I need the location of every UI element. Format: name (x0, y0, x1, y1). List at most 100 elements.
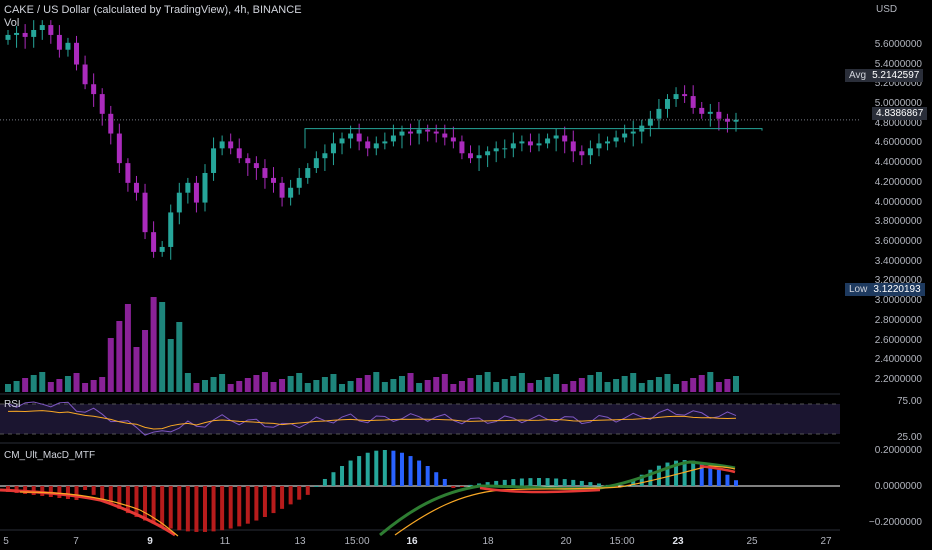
candle-body (365, 141, 371, 149)
price-tick: 3.2000000 (874, 275, 922, 287)
volume-bar (73, 373, 80, 392)
volume-bar (570, 381, 577, 392)
macd-histogram-bar (734, 480, 738, 486)
candle-body (399, 131, 405, 136)
candle-body (313, 158, 319, 169)
volume-bar (227, 384, 234, 392)
macd-tick-bottom: −0.2000000 (868, 517, 922, 528)
volume-bar (373, 372, 380, 392)
volume-bar (47, 382, 54, 392)
candle-body (65, 42, 71, 50)
candle-body (416, 129, 422, 134)
candle-body (519, 141, 525, 144)
volume-bar (364, 375, 371, 392)
macd-histogram-bar (468, 484, 473, 486)
volume-bar (236, 381, 243, 392)
low-badge: Low 3.1220193 (845, 283, 925, 296)
macd-histogram-bar (357, 456, 362, 486)
price-tick: 2.8000000 (874, 314, 922, 326)
candle-body (133, 182, 139, 193)
candle-body (707, 111, 713, 114)
price-tick: 5.6000000 (874, 38, 922, 50)
volume-bar (553, 374, 560, 392)
volume-bar (518, 373, 525, 392)
macd-histogram-bar (322, 478, 327, 486)
volume-bar (287, 376, 294, 392)
volume-bar (313, 380, 320, 392)
volume-bar (22, 378, 29, 392)
price-tick: 3.0000000 (874, 295, 922, 307)
macd-histogram-bar (91, 486, 96, 495)
macd-histogram-bar (151, 486, 156, 524)
candle-body (39, 25, 45, 30)
volume-bar (90, 380, 97, 392)
volume-bar (193, 383, 200, 392)
volume-label: Vol (4, 17, 20, 29)
volume-bar (467, 378, 474, 392)
macd-histogram-bar (254, 486, 259, 521)
candle-body (262, 168, 268, 178)
price-tick: 4.0000000 (874, 196, 922, 208)
candle-body (125, 163, 131, 183)
volume-bar (690, 378, 697, 392)
macd-histogram-bar (674, 460, 679, 486)
price-tick: 4.8000000 (874, 117, 922, 129)
macd-histogram-bar (202, 486, 207, 532)
candle-body (74, 42, 80, 65)
macd-histogram-bar (220, 486, 225, 531)
candle-body (733, 119, 739, 122)
macd-histogram-bar (297, 486, 302, 500)
volume-bar (270, 382, 277, 392)
volume-bar (347, 381, 354, 392)
candle-body (356, 133, 362, 142)
rsi-upper-tick: 75.00 (896, 396, 922, 407)
candle-body (493, 148, 499, 152)
volume-bar (621, 376, 628, 392)
candle-body (373, 143, 379, 149)
candle-body (168, 212, 174, 247)
candle-body (682, 94, 688, 97)
volume-bar (150, 297, 157, 392)
macd-histogram-bar (143, 486, 148, 521)
candle-body (245, 158, 251, 164)
macd-histogram-bar (391, 450, 396, 486)
macd-histogram-bar (614, 486, 619, 487)
volume-bar (142, 330, 149, 392)
candle-body (211, 148, 217, 173)
macd-histogram-bar (502, 479, 507, 486)
volume-bar (184, 373, 191, 392)
candle-body (579, 151, 585, 156)
volume-bar (450, 384, 457, 392)
candle-body (450, 137, 456, 142)
macd-tick-zero: 0.0000000 (874, 481, 922, 492)
macd-histogram-bar (237, 486, 242, 527)
low-value: 3.1220193 (873, 284, 921, 295)
candle-body (699, 107, 705, 114)
volume-bar (159, 302, 166, 392)
time-tick: 7 (73, 536, 79, 547)
macd-histogram-bar (485, 482, 490, 486)
candle-body (142, 192, 148, 233)
macd-histogram-bar (691, 460, 696, 486)
candle-body (485, 151, 491, 156)
candle-body (425, 129, 431, 132)
volume-bar (107, 338, 114, 392)
candle-body (570, 141, 576, 152)
macd-histogram-bar (699, 462, 704, 486)
volume-bar (544, 377, 551, 392)
candle-body (656, 108, 662, 119)
macd-histogram-bar (579, 480, 584, 486)
candle-body (48, 25, 54, 35)
candle-body (322, 153, 328, 159)
macd-histogram-bar (725, 474, 730, 486)
candle-body (613, 137, 619, 142)
candle-body (647, 118, 653, 126)
candle-body (288, 187, 294, 198)
candle-body (690, 96, 696, 108)
volume-bar (707, 372, 714, 392)
price-tick: 2.4000000 (874, 354, 922, 366)
candle-body (562, 135, 568, 142)
candle-body (510, 143, 516, 149)
candle-body (296, 177, 302, 188)
